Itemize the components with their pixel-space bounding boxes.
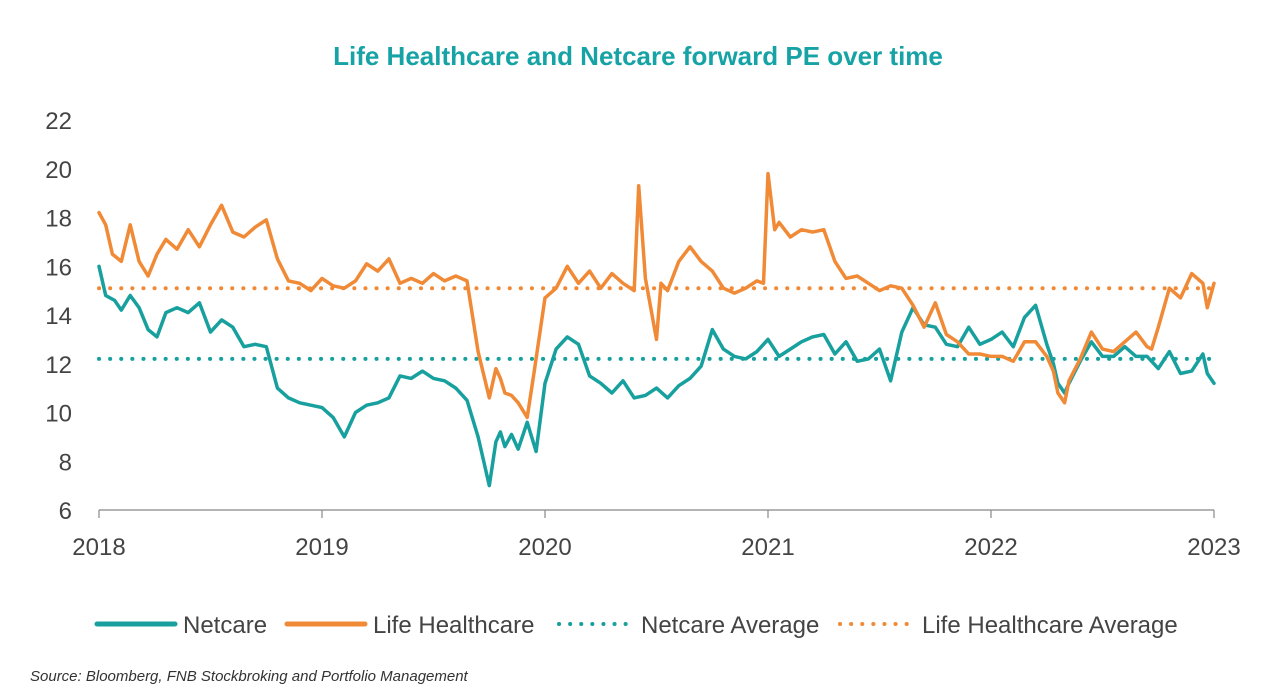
series-line-netcare bbox=[97, 264, 1216, 488]
legend-label: Life Healthcare bbox=[373, 612, 534, 639]
y-tick-label: 8 bbox=[59, 449, 72, 476]
x-tick-label: 2020 bbox=[518, 534, 571, 561]
x-tick-label: 2021 bbox=[741, 534, 794, 561]
source-note: Source: Bloomberg, FNB Stockbroking and … bbox=[30, 668, 469, 685]
y-tick-label: 12 bbox=[45, 352, 72, 379]
x-tick-label: 2019 bbox=[295, 534, 348, 561]
x-tick-label: 2022 bbox=[964, 534, 1017, 561]
y-axis: 6 8 10 12 14 16 18 20 22 bbox=[45, 108, 72, 525]
y-tick-label: 10 bbox=[45, 401, 72, 428]
y-tick-label: 20 bbox=[45, 157, 72, 184]
legend-label: Netcare bbox=[183, 612, 267, 639]
x-axis: 2018 2019 2020 2021 2022 2023 bbox=[72, 509, 1241, 561]
y-tick-label: 18 bbox=[45, 206, 72, 233]
legend-label: Netcare Average bbox=[641, 612, 819, 639]
legend-label: Life Healthcare Average bbox=[922, 612, 1178, 639]
y-tick-label: 6 bbox=[59, 498, 72, 525]
y-tick-label: 16 bbox=[45, 254, 72, 281]
x-tick-label: 2018 bbox=[72, 534, 125, 561]
y-tick-label: 22 bbox=[45, 108, 72, 135]
y-tick-label: 14 bbox=[45, 303, 72, 330]
series-line-life-healthcare bbox=[97, 171, 1216, 420]
legend: Netcare Life Healthcare Netcare Average Lif… bbox=[94, 612, 1178, 639]
x-tick-label: 2023 bbox=[1187, 534, 1240, 561]
chart-title: Life Healthcare and Netcare forward PE o… bbox=[333, 41, 943, 71]
series-lines bbox=[97, 171, 1216, 488]
